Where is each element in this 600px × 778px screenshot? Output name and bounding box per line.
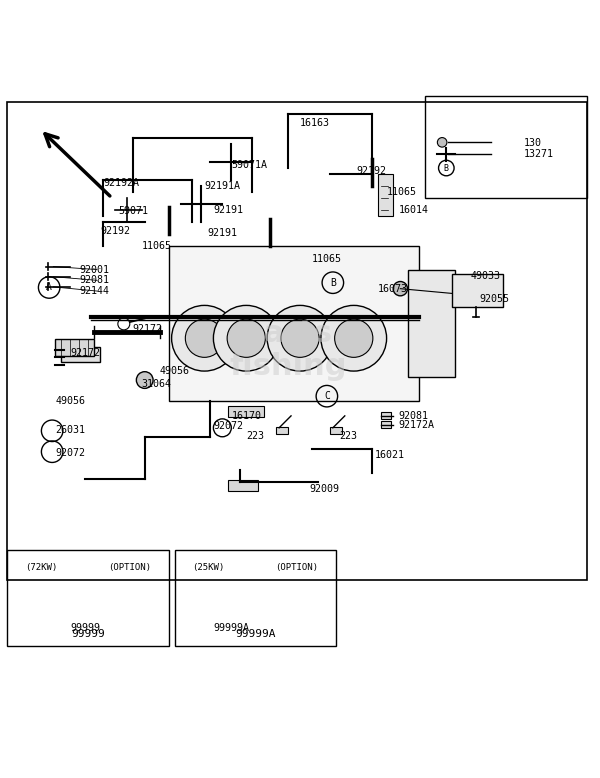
- Text: 11065: 11065: [312, 254, 342, 264]
- FancyBboxPatch shape: [229, 480, 258, 490]
- FancyBboxPatch shape: [276, 426, 288, 434]
- FancyBboxPatch shape: [229, 406, 264, 417]
- Circle shape: [172, 306, 237, 371]
- Text: 92144: 92144: [79, 286, 109, 296]
- Text: 92172: 92172: [133, 324, 163, 335]
- Circle shape: [136, 372, 153, 388]
- FancyBboxPatch shape: [380, 421, 391, 428]
- FancyBboxPatch shape: [330, 426, 342, 434]
- Text: 99999A: 99999A: [235, 629, 275, 639]
- Text: A: A: [46, 282, 52, 293]
- Text: 16014: 16014: [398, 205, 428, 215]
- Text: 92072: 92072: [214, 421, 244, 431]
- Text: 49056: 49056: [55, 396, 85, 406]
- Text: 130: 130: [524, 138, 542, 148]
- Text: 11065: 11065: [142, 240, 172, 251]
- Text: (OPTION): (OPTION): [275, 563, 318, 573]
- FancyBboxPatch shape: [61, 347, 100, 362]
- FancyBboxPatch shape: [169, 246, 419, 401]
- Text: 92191: 92191: [214, 205, 244, 215]
- Text: 92191A: 92191A: [205, 181, 241, 191]
- Text: 11065: 11065: [386, 187, 416, 197]
- Text: 92009: 92009: [309, 485, 339, 494]
- Text: parts
fishing: parts fishing: [229, 319, 347, 381]
- Text: 49033: 49033: [470, 271, 500, 281]
- Text: 92172: 92172: [70, 349, 100, 358]
- Text: 16170: 16170: [232, 411, 262, 421]
- Circle shape: [214, 306, 279, 371]
- Text: 92192A: 92192A: [103, 178, 139, 188]
- Text: 92072: 92072: [55, 448, 85, 458]
- Text: 92191: 92191: [208, 227, 238, 237]
- Text: (72KW): (72KW): [25, 563, 58, 573]
- Text: 13271: 13271: [524, 149, 554, 159]
- Circle shape: [281, 319, 319, 357]
- Text: 223: 223: [339, 430, 357, 440]
- Text: 16073: 16073: [377, 284, 407, 293]
- FancyBboxPatch shape: [452, 274, 503, 307]
- Circle shape: [335, 319, 373, 357]
- Text: (25KW): (25KW): [193, 563, 225, 573]
- Text: (OPTION): (OPTION): [107, 563, 151, 573]
- Text: 92192: 92192: [100, 226, 130, 236]
- Circle shape: [393, 282, 407, 296]
- Text: 99999A: 99999A: [214, 623, 250, 633]
- Text: 92192: 92192: [357, 166, 387, 176]
- Text: 49056: 49056: [160, 366, 190, 376]
- FancyBboxPatch shape: [55, 339, 94, 356]
- Text: 16021: 16021: [374, 450, 404, 460]
- Text: 92055: 92055: [479, 294, 509, 304]
- Text: 59071: 59071: [118, 206, 148, 216]
- Text: B: B: [444, 163, 449, 173]
- Circle shape: [321, 306, 386, 371]
- Text: 92001: 92001: [79, 265, 109, 275]
- Text: 92081: 92081: [398, 411, 428, 421]
- Text: 31064: 31064: [142, 379, 172, 389]
- Text: 59071A: 59071A: [232, 160, 268, 170]
- Circle shape: [185, 319, 224, 357]
- Circle shape: [227, 319, 265, 357]
- FancyBboxPatch shape: [377, 174, 392, 216]
- Text: 223: 223: [246, 430, 264, 440]
- FancyBboxPatch shape: [407, 269, 455, 377]
- Text: C: C: [324, 391, 330, 401]
- Text: 92172A: 92172A: [398, 420, 434, 429]
- Circle shape: [437, 138, 447, 147]
- Circle shape: [267, 306, 333, 371]
- Text: 92081: 92081: [79, 275, 109, 286]
- Text: 99999: 99999: [70, 623, 100, 633]
- Text: 99999: 99999: [71, 629, 105, 639]
- Text: 16163: 16163: [300, 118, 330, 128]
- FancyBboxPatch shape: [380, 412, 391, 419]
- Text: B: B: [330, 278, 336, 288]
- Text: 26031: 26031: [55, 425, 85, 435]
